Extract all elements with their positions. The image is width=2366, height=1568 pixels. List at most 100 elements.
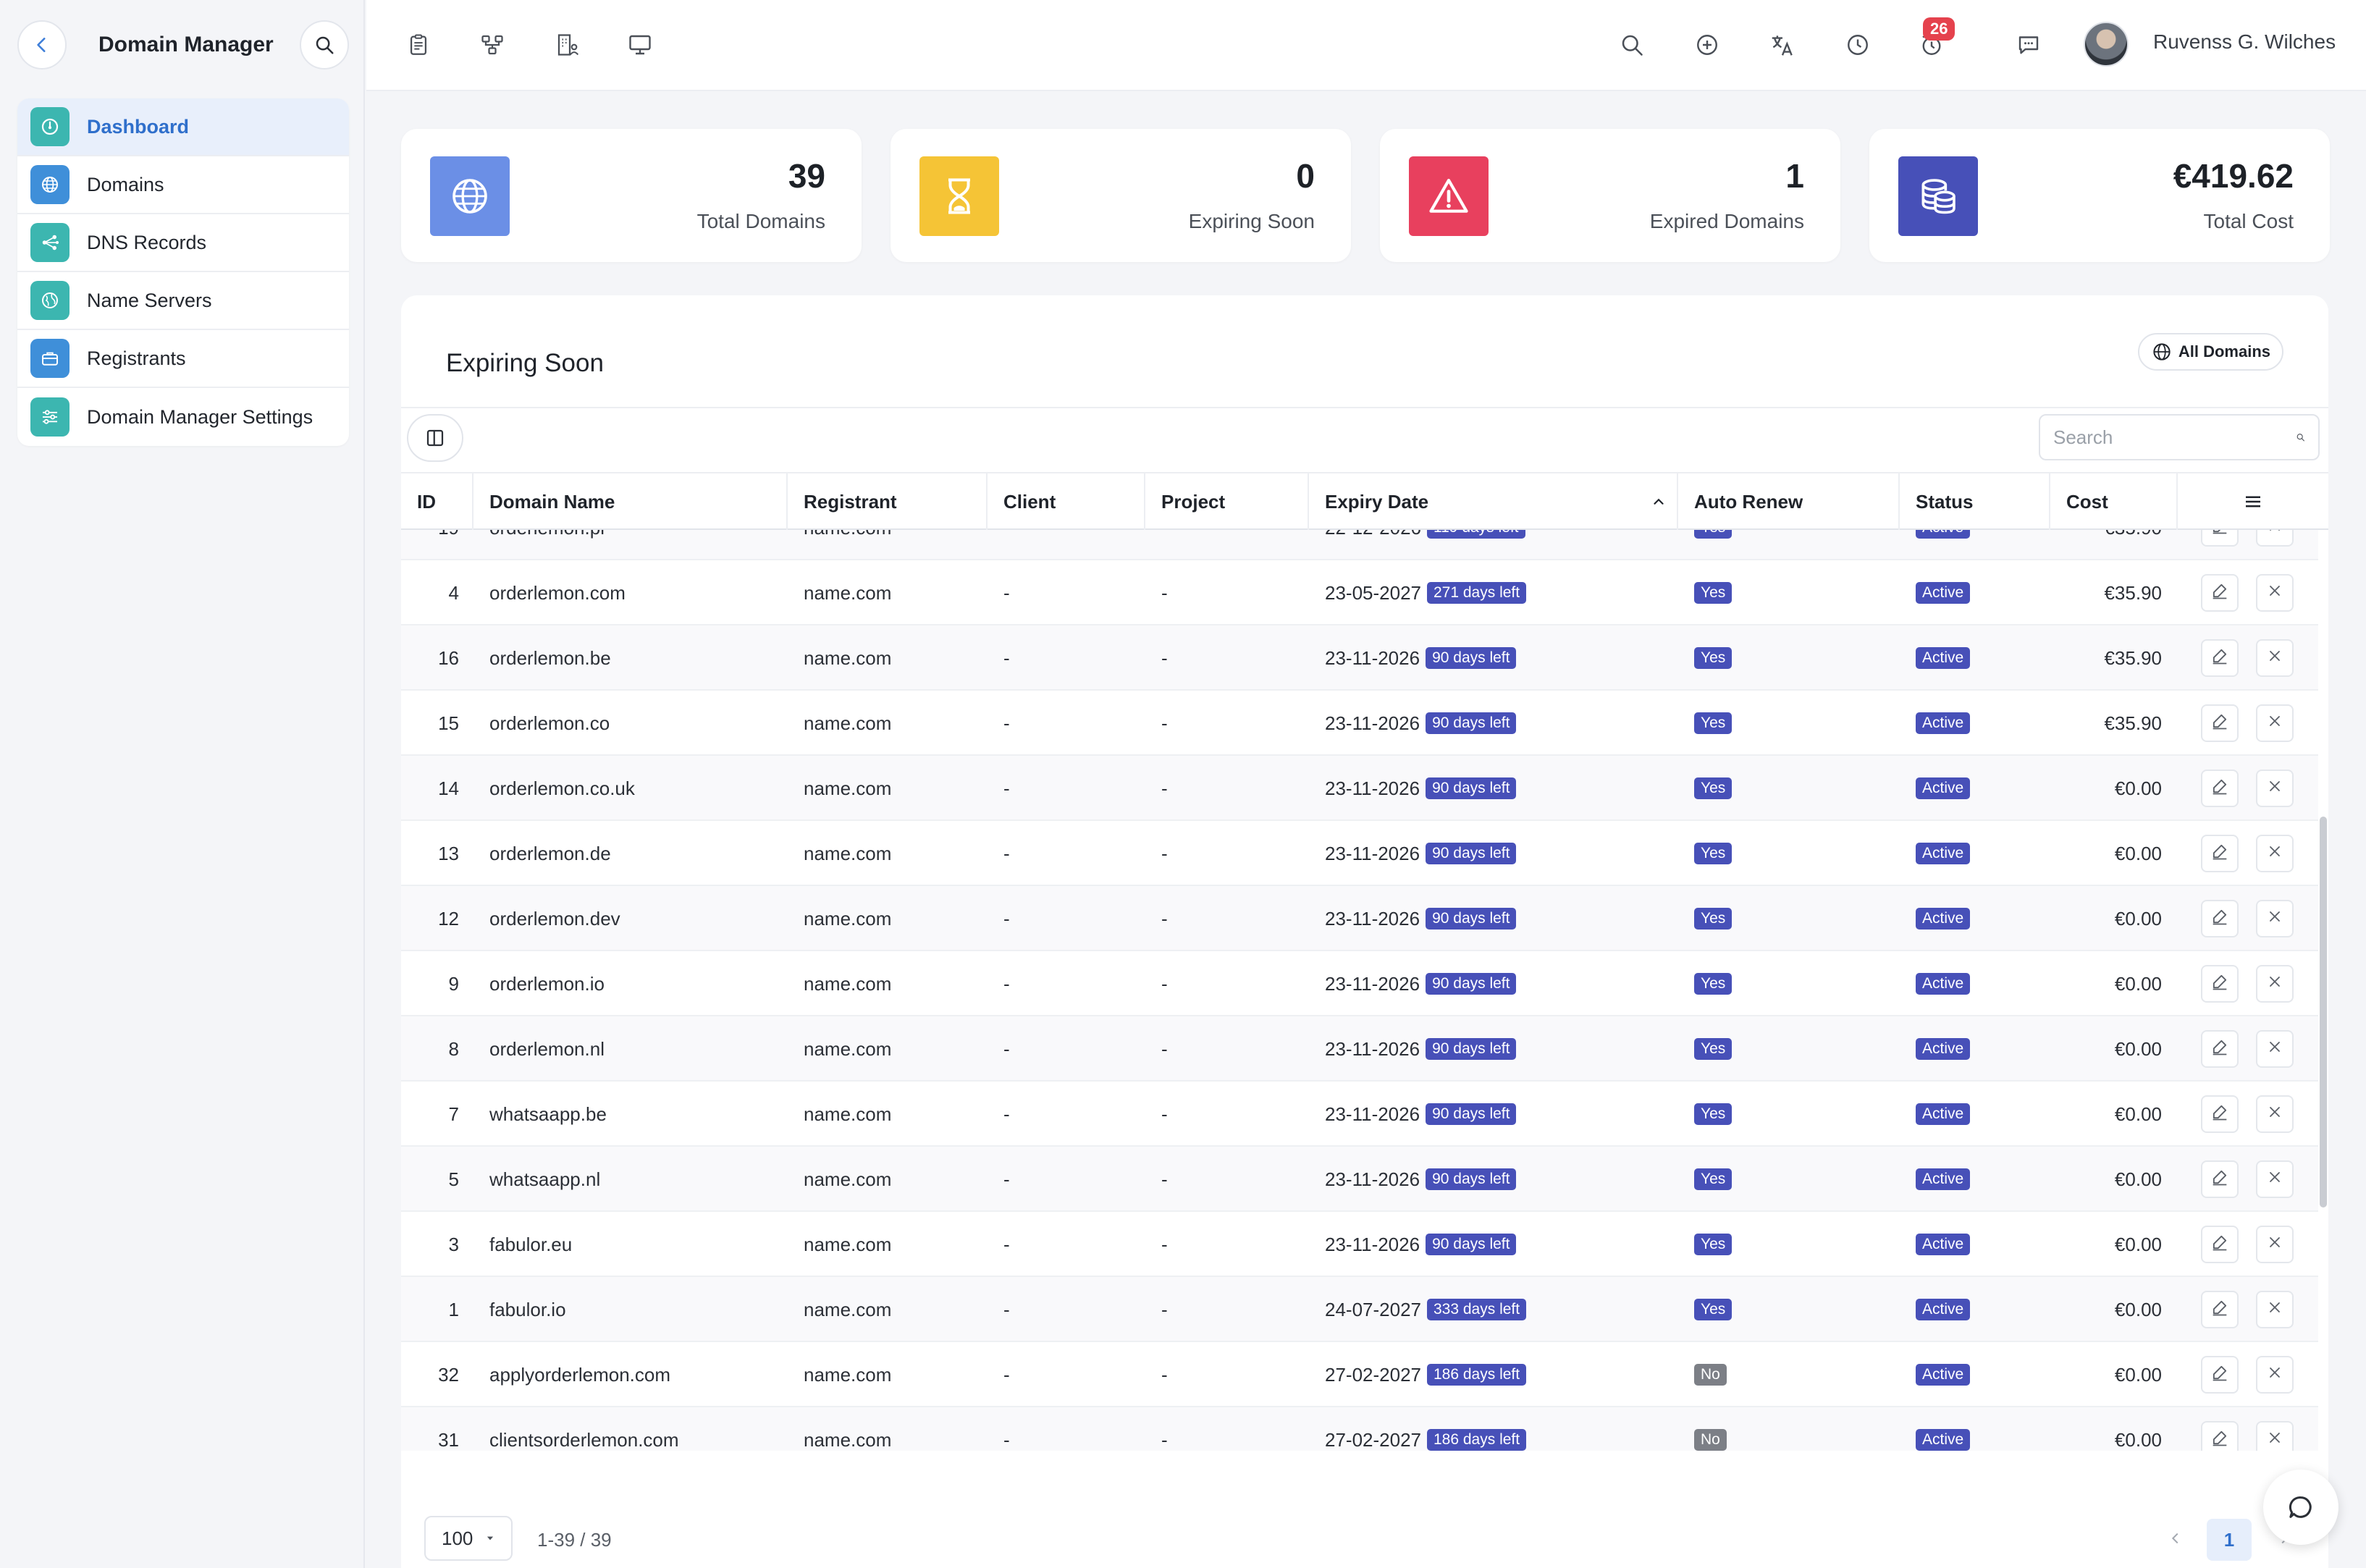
table-row[interactable]: 13 orderlemon.de name.com - - 23-11-2026 90 da… bbox=[401, 821, 2318, 886]
column-header-registrant[interactable]: Registrant bbox=[788, 473, 988, 530]
edit-button[interactable] bbox=[2201, 1226, 2239, 1263]
cell-domain-name[interactable]: orderlemon.co.uk bbox=[489, 777, 635, 799]
sidebar-item-dns-records[interactable]: DNS Records bbox=[17, 214, 349, 272]
sidebar-item-dashboard[interactable]: Dashboard bbox=[17, 98, 349, 156]
cell-domain-name[interactable]: fabulor.io bbox=[489, 1298, 566, 1320]
table-row[interactable]: 9 orderlemon.io name.com - - 23-11-2026 90 day… bbox=[401, 951, 2318, 1016]
table-row[interactable]: 16 orderlemon.be name.com - - 23-11-2026 90 da… bbox=[401, 625, 2318, 691]
edit-button[interactable] bbox=[2201, 835, 2239, 872]
back-button[interactable] bbox=[17, 20, 67, 69]
edit-button[interactable] bbox=[2201, 900, 2239, 937]
clock-icon[interactable] bbox=[1839, 26, 1877, 64]
table-scrollbar[interactable] bbox=[2320, 817, 2327, 1207]
building-user-icon[interactable] bbox=[549, 26, 586, 64]
edit-button[interactable] bbox=[2201, 639, 2239, 677]
table-row[interactable]: 8 orderlemon.nl name.com - - 23-11-2026 90 day… bbox=[401, 1016, 2318, 1082]
edit-button[interactable] bbox=[2201, 574, 2239, 612]
table-row[interactable]: 19 orderlemon.pl name.com - - 22-12-2026 119 d… bbox=[401, 530, 2318, 560]
delete-button[interactable] bbox=[2256, 1095, 2294, 1133]
edit-button[interactable] bbox=[2201, 1291, 2239, 1328]
translate-icon[interactable] bbox=[1764, 26, 1801, 64]
previous-page-button[interactable] bbox=[2168, 1527, 2184, 1552]
delete-button[interactable] bbox=[2256, 1226, 2294, 1263]
table-row[interactable]: 32 applyorderlemon.com name.com - - 27-02-202… bbox=[401, 1342, 2318, 1407]
cell-registrant: name.com bbox=[804, 1168, 892, 1190]
cell-domain-name[interactable]: whatsaapp.be bbox=[489, 1103, 607, 1125]
edit-icon bbox=[2210, 1362, 2230, 1388]
table-row[interactable]: 3 fabulor.eu name.com - - 23-11-2026 90 days l… bbox=[401, 1212, 2318, 1277]
search-icon[interactable] bbox=[1613, 26, 1651, 64]
sidebar-search-button[interactable] bbox=[300, 20, 349, 69]
column-menu-button[interactable] bbox=[2178, 473, 2328, 530]
edit-button[interactable] bbox=[2201, 1030, 2239, 1068]
cell-domain-name[interactable]: orderlemon.co bbox=[489, 712, 610, 734]
cell-domain-name[interactable]: orderlemon.pl bbox=[489, 530, 605, 560]
sidebar-item-domain-manager-settings[interactable]: Domain Manager Settings bbox=[17, 388, 349, 446]
table-row[interactable]: 4 orderlemon.com name.com - - 23-05-2027 271 d… bbox=[401, 560, 2318, 625]
avatar[interactable] bbox=[2084, 22, 2129, 67]
edit-button[interactable] bbox=[2201, 1421, 2239, 1451]
sidebar-item-domains[interactable]: Domains bbox=[17, 156, 349, 214]
table-row[interactable]: 14 orderlemon.co.uk name.com - - 23-11-2026 90… bbox=[401, 756, 2318, 821]
table-row[interactable]: 12 orderlemon.dev name.com - - 23-11-2026 90 d… bbox=[401, 886, 2318, 951]
delete-button[interactable] bbox=[2256, 770, 2294, 807]
cell-domain-name[interactable]: clientsorderlemon.com bbox=[489, 1428, 679, 1451]
column-toggle-button[interactable] bbox=[407, 414, 463, 462]
chat-support-button[interactable] bbox=[2263, 1470, 2338, 1545]
table-row[interactable]: 15 orderlemon.co name.com - - 23-11-2026 90 da… bbox=[401, 691, 2318, 756]
table-row[interactable]: 31 clientsorderlemon.com name.com - - 27-02-2… bbox=[401, 1407, 2318, 1451]
sitemap-icon[interactable] bbox=[473, 26, 511, 64]
delete-button[interactable] bbox=[2256, 639, 2294, 677]
chat-icon[interactable] bbox=[2010, 26, 2047, 64]
table-row[interactable]: 7 whatsaapp.be name.com - - 23-11-2026 90 days… bbox=[401, 1082, 2318, 1147]
monitor-icon[interactable] bbox=[621, 26, 659, 64]
page-size-select[interactable]: 100 bbox=[424, 1516, 513, 1561]
edit-button[interactable] bbox=[2201, 1160, 2239, 1198]
all-domains-button[interactable]: All Domains bbox=[2137, 333, 2283, 371]
column-header-domain-name[interactable]: Domain Name bbox=[473, 473, 788, 530]
cell-domain-name[interactable]: whatsaapp.nl bbox=[489, 1168, 601, 1190]
delete-button[interactable] bbox=[2256, 1291, 2294, 1328]
table-row[interactable]: 1 fabulor.io name.com - - 24-07-2027 333 days … bbox=[401, 1277, 2318, 1342]
user-name[interactable]: Ruvenss G. Wilches bbox=[2153, 30, 2336, 53]
delete-button[interactable] bbox=[2256, 530, 2294, 547]
clipboard-icon[interactable] bbox=[400, 26, 437, 64]
cell-domain-name[interactable]: orderlemon.de bbox=[489, 842, 611, 864]
column-header-expiry-date[interactable]: Expiry Date bbox=[1309, 473, 1678, 530]
cell-domain-name[interactable]: applyorderlemon.com bbox=[489, 1363, 671, 1386]
delete-button[interactable] bbox=[2256, 1356, 2294, 1394]
column-header-id[interactable]: ID bbox=[401, 473, 473, 530]
edit-button[interactable] bbox=[2201, 530, 2239, 547]
column-header-status[interactable]: Status bbox=[1900, 473, 2050, 530]
delete-button[interactable] bbox=[2256, 1421, 2294, 1451]
cell-domain-name[interactable]: orderlemon.nl bbox=[489, 1037, 605, 1060]
edit-button[interactable] bbox=[2201, 1095, 2239, 1133]
edit-button[interactable] bbox=[2201, 770, 2239, 807]
column-header-client[interactable]: Client bbox=[988, 473, 1145, 530]
plus-circle-icon[interactable] bbox=[1688, 26, 1726, 64]
sidebar-item-registrants[interactable]: Registrants bbox=[17, 330, 349, 388]
column-header-auto-renew[interactable]: Auto Renew bbox=[1678, 473, 1900, 530]
edit-button[interactable] bbox=[2201, 965, 2239, 1003]
cell-domain-name[interactable]: orderlemon.be bbox=[489, 646, 611, 669]
cell-domain-name[interactable]: orderlemon.com bbox=[489, 581, 626, 604]
delete-button[interactable] bbox=[2256, 900, 2294, 937]
table-row[interactable]: 5 whatsaapp.nl name.com - - 23-11-2026 90 days… bbox=[401, 1147, 2318, 1212]
edit-button[interactable] bbox=[2201, 704, 2239, 742]
delete-button[interactable] bbox=[2256, 835, 2294, 872]
cell-auto-renew: Yes bbox=[1694, 1016, 1733, 1082]
delete-button[interactable] bbox=[2256, 704, 2294, 742]
delete-button[interactable] bbox=[2256, 965, 2294, 1003]
sidebar-item-name-servers[interactable]: Name Servers bbox=[17, 272, 349, 330]
cell-domain-name[interactable]: fabulor.eu bbox=[489, 1233, 573, 1255]
search-input[interactable] bbox=[2053, 426, 2296, 449]
column-header-project[interactable]: Project bbox=[1145, 473, 1309, 530]
delete-button[interactable] bbox=[2256, 1030, 2294, 1068]
edit-button[interactable] bbox=[2201, 1356, 2239, 1394]
delete-button[interactable] bbox=[2256, 1160, 2294, 1198]
cell-domain-name[interactable]: orderlemon.io bbox=[489, 972, 605, 995]
delete-button[interactable] bbox=[2256, 574, 2294, 612]
cell-domain-name[interactable]: orderlemon.dev bbox=[489, 907, 620, 930]
page-button-current[interactable]: 1 bbox=[2207, 1519, 2252, 1561]
column-header-cost[interactable]: Cost bbox=[2050, 473, 2178, 530]
